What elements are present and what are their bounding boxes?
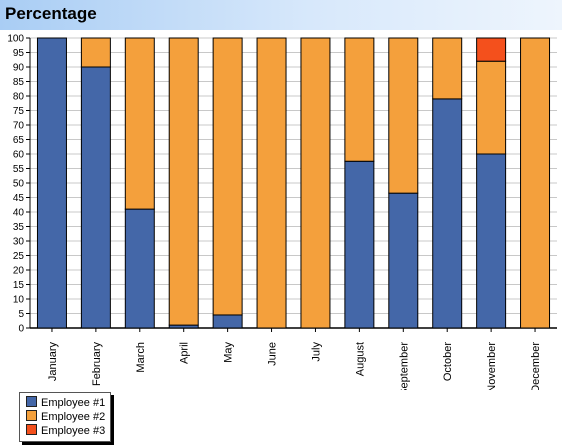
x-tick-label: February (91, 342, 103, 387)
y-tick-label: 75 (13, 106, 25, 117)
y-tick-label: 70 (13, 121, 25, 132)
legend-label: Employee #3 (41, 425, 106, 437)
y-tick-label: 90 (13, 63, 25, 74)
y-tick-label: 85 (13, 77, 25, 88)
y-tick-label: 100 (7, 34, 24, 45)
legend-swatch (26, 424, 37, 435)
legend-swatch (26, 410, 37, 421)
bar-employee-1 (344, 160, 375, 329)
y-tick-label: 25 (13, 251, 25, 262)
bar-employee-2 (300, 37, 331, 329)
bar-employee-2 (168, 37, 199, 326)
y-tick-label: 20 (13, 266, 25, 277)
bar-employee-2 (124, 37, 155, 210)
y-tick-label: 55 (13, 164, 25, 175)
y-tick-label: 95 (13, 48, 25, 59)
bar-chart: 0 5 10 15 20 25 30 35 40 45 50 55 60 65 70 75 80 85 90 95 10… (7, 34, 557, 390)
bar-employee-2 (212, 37, 243, 316)
legend-item: Employee #3 (26, 424, 105, 437)
chart-title: Percentage (5, 4, 97, 23)
y-tick-label: 45 (13, 193, 25, 204)
legend-swatch (26, 396, 37, 407)
bar-employee-2 (80, 37, 111, 68)
bar-employee-1 (212, 314, 243, 329)
y-tick-label: 10 (13, 295, 25, 306)
bar-employee-2 (476, 60, 507, 155)
legend-item: Employee #2 (26, 410, 105, 423)
bar-employee-1 (388, 192, 419, 329)
x-tick-label: June (267, 342, 279, 366)
bar-employee-1 (80, 66, 111, 329)
bar-employee-3 (476, 37, 507, 62)
y-tick-label: 80 (13, 92, 25, 103)
legend-label: Employee #2 (41, 411, 106, 423)
y-tick-label: 50 (13, 179, 25, 190)
x-tick-label: August (354, 342, 366, 376)
chart-title-bar: Percentage (0, 0, 562, 30)
y-tick-label: 65 (13, 135, 25, 146)
x-tick-label: October (442, 342, 454, 381)
bar-employee-2 (256, 37, 287, 329)
bar-employee-2 (344, 37, 375, 162)
x-tick-label: April (179, 342, 191, 364)
x-tick-label: November (486, 342, 498, 390)
y-tick-label: 35 (13, 222, 25, 233)
bar-employee-2 (432, 37, 463, 100)
x-tick-label: September (398, 342, 410, 390)
bar-employee-2 (388, 37, 419, 194)
y-tick-label: 5 (18, 309, 24, 320)
x-tick-label: December (530, 342, 542, 390)
bar-employee-1 (36, 37, 67, 329)
bar-employee-1 (124, 208, 155, 329)
x-tick-label: January (47, 342, 59, 382)
x-tick-label: March (135, 342, 147, 373)
chart-legend: Employee #1 Employee #2 Employee #3 (19, 392, 111, 442)
bar-employee-2 (520, 37, 551, 329)
x-tick-label: May (223, 342, 235, 363)
y-tick-label: 30 (13, 237, 25, 248)
y-tick-label: 15 (13, 280, 25, 291)
y-tick-label: 60 (13, 150, 25, 161)
y-tick-label: 40 (13, 208, 25, 219)
y-tick-label: 0 (18, 324, 24, 335)
bar-employee-1 (476, 153, 507, 329)
legend-label: Employee #1 (41, 397, 106, 409)
bar-employee-1 (432, 98, 463, 329)
x-tick-label: July (310, 342, 322, 362)
legend-item: Employee #1 (26, 396, 105, 409)
